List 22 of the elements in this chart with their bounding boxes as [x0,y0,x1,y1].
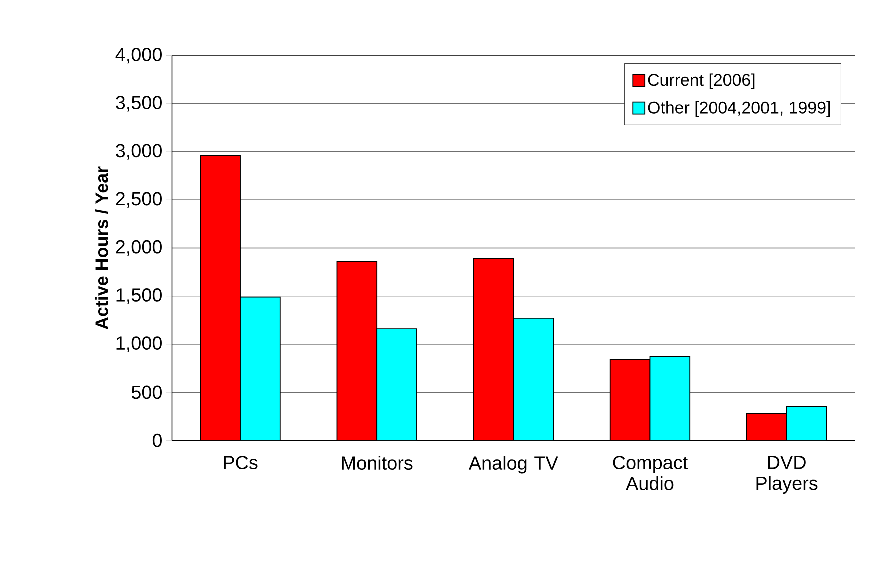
bar [240,296,281,440]
legend-label: Other [2004,2001, 1999] [648,101,830,118]
y-tick-label: 1,500 [116,288,162,304]
y-tick-label: 2,500 [116,192,162,208]
x-tick-label: Monitors [342,456,413,470]
x-tick-label: DVD Players [756,456,818,494]
legend-label: Current [2006] [648,74,755,90]
y-axis-title: Active Hours / Year [95,166,109,330]
bar [650,356,691,440]
y-tick-label: 3,000 [116,144,162,160]
y-tick-label: 1,000 [116,336,162,352]
y-tick-label: 4,000 [116,48,162,64]
bar [376,328,418,440]
y-tick-label: 500 [132,386,162,400]
y-tick-label: 3,500 [116,96,162,112]
x-tick-label: PCs [224,456,258,470]
y-tick-label: 0 [152,434,162,448]
bar [513,318,554,440]
bar [786,406,828,440]
y-tick-label: 2,000 [116,240,162,256]
x-tick-label: Analog TV [468,456,558,474]
x-tick-label: Compact Audio [613,456,688,490]
